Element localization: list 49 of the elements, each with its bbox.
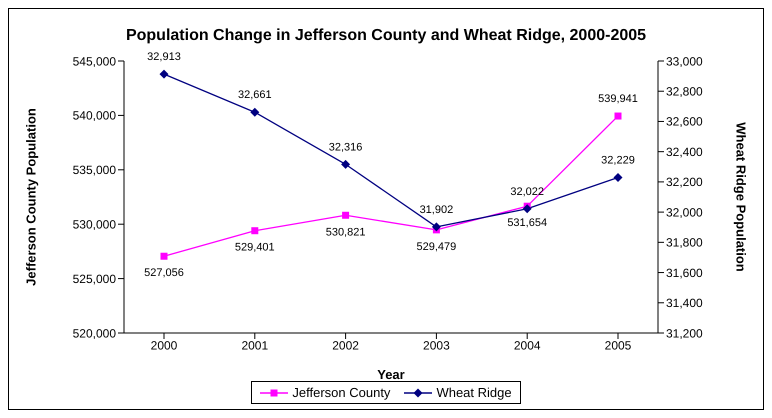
data-label: 530,821 bbox=[326, 226, 366, 238]
legend-label: Wheat Ridge bbox=[436, 385, 512, 400]
y-tick-label: 530,000 bbox=[72, 217, 116, 232]
point bbox=[251, 227, 258, 234]
y2-tick-label: 32,400 bbox=[666, 144, 704, 159]
y2-tick-label: 32,800 bbox=[666, 84, 704, 98]
point bbox=[341, 160, 350, 169]
point bbox=[160, 70, 168, 79]
y-tick-label: 540,000 bbox=[72, 108, 116, 123]
x-tick-label: 2004 bbox=[514, 338, 541, 353]
y2-tick-label: 32,200 bbox=[666, 175, 704, 190]
y-axis-title: Jefferson County Population bbox=[24, 108, 39, 286]
point bbox=[250, 108, 260, 117]
y-tick-label: 535,000 bbox=[72, 163, 116, 178]
data-label: 31,902 bbox=[420, 204, 454, 216]
chart-title: Population Change in Jefferson County and Wheat Ridge, 2000-2005 bbox=[124, 27, 648, 46]
data-label: 32,229 bbox=[601, 154, 635, 167]
x-tick-label: 2005 bbox=[604, 338, 632, 353]
point bbox=[432, 222, 441, 232]
data-label: 32,316 bbox=[328, 141, 362, 154]
data-label: 539,941 bbox=[598, 93, 638, 106]
x-tick-label: 2003 bbox=[423, 338, 450, 353]
y2-axis-title: Wheat Ridge Population bbox=[733, 122, 748, 272]
x-tick-label: 2002 bbox=[332, 338, 360, 353]
point bbox=[614, 173, 622, 182]
y-tick-label: 545,000 bbox=[72, 54, 116, 68]
point bbox=[614, 112, 622, 120]
point bbox=[160, 252, 168, 260]
y2-tick-label: 33,000 bbox=[666, 54, 704, 68]
data-label: 529,479 bbox=[416, 240, 456, 253]
point bbox=[522, 204, 532, 214]
data-label: 32,661 bbox=[238, 89, 272, 102]
data-label: 527,056 bbox=[144, 267, 184, 280]
data-label: 529,401 bbox=[234, 242, 275, 254]
y-tick-label: 525,000 bbox=[72, 272, 116, 286]
x-tick-label: 2001 bbox=[241, 338, 268, 353]
data-label: 32,913 bbox=[147, 51, 181, 64]
y2-tick-label: 31,400 bbox=[666, 296, 704, 310]
point bbox=[342, 212, 350, 219]
y2-tick-label: 31,200 bbox=[666, 326, 704, 340]
y2-tick-label: 32,600 bbox=[666, 114, 704, 129]
data-label: 531,654 bbox=[507, 217, 548, 230]
x-tick-label: 2000 bbox=[150, 338, 178, 353]
x-axis-title: Year bbox=[377, 367, 405, 382]
y-tick-label: 520,000 bbox=[72, 326, 116, 340]
y2-tick-label: 31,600 bbox=[666, 266, 704, 280]
y2-tick-label: 32,000 bbox=[666, 205, 704, 220]
y2-tick-label: 31,800 bbox=[666, 236, 704, 250]
legend-label: Jefferson County bbox=[292, 385, 390, 400]
